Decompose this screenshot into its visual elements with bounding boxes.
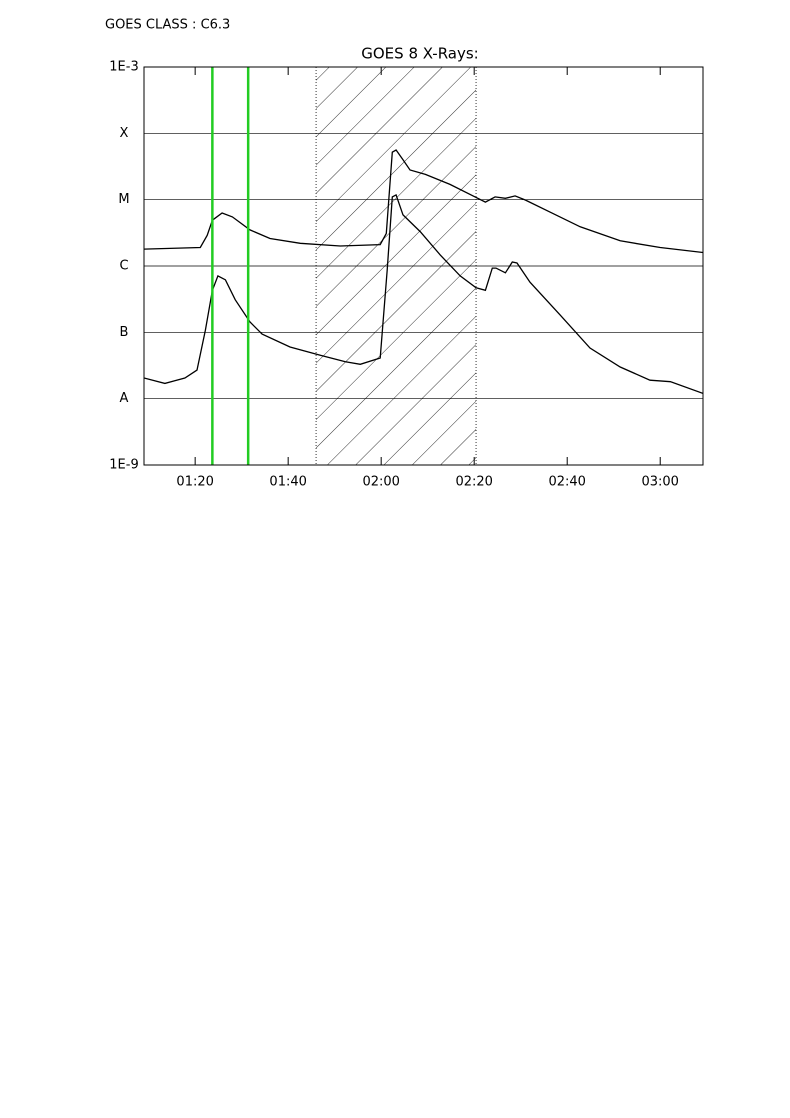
x-tick-label: 01:40 (269, 475, 306, 490)
x-tick-label: 02:40 (548, 475, 585, 490)
x-tick-label: 03:00 (641, 475, 678, 490)
series-line (144, 149, 703, 254)
x-tick-label: 02:20 (455, 475, 492, 490)
plot-frame (143, 66, 704, 466)
x-tick-label: 01:20 (176, 475, 213, 490)
y-tick-label: 1E-3 (109, 60, 138, 75)
y-tick-label: B (120, 325, 129, 340)
chart-title: GOES 8 X-Rays: (361, 45, 478, 63)
y-tick-label: A (120, 391, 129, 406)
y-tick-label: 1E-9 (109, 458, 138, 473)
y-tick-label: X (120, 126, 129, 141)
x-tick-label: 02:00 (362, 475, 399, 490)
series-line (144, 193, 703, 395)
y-tick-label: C (119, 259, 128, 274)
y-tick-label: M (118, 192, 129, 207)
goes-class: GOES CLASS : C6.3 (105, 18, 230, 33)
